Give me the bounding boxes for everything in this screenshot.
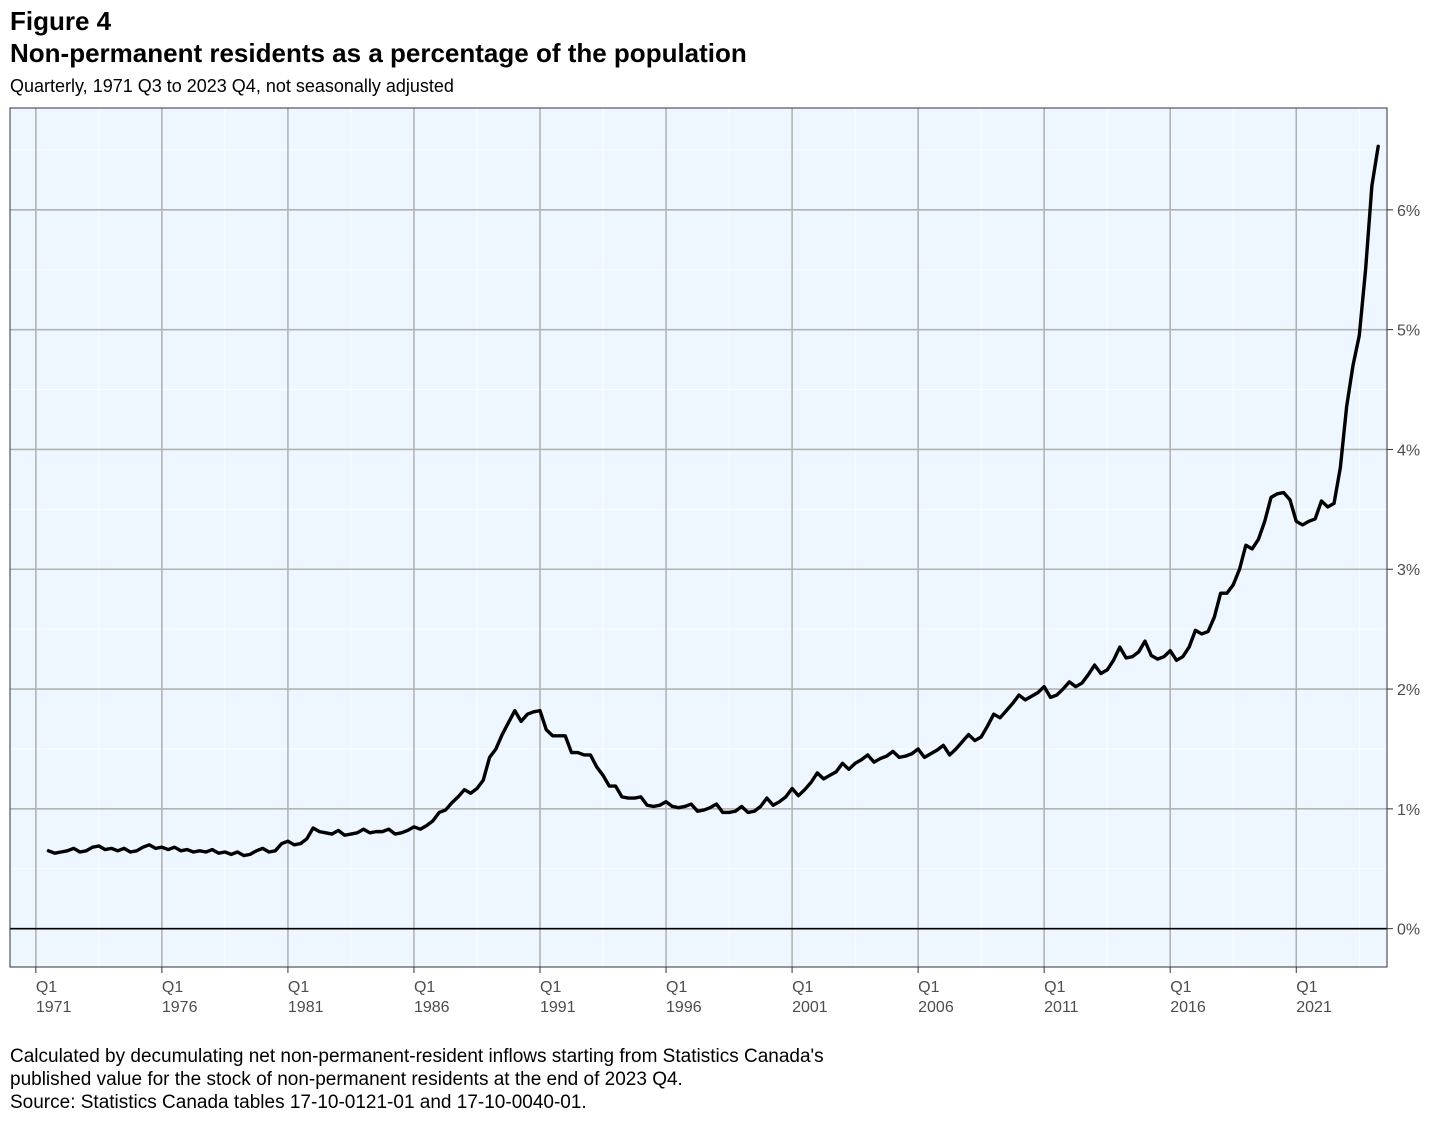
x-tick-label-quarter: Q1	[1296, 979, 1317, 996]
x-tick-label-quarter: Q1	[288, 979, 309, 996]
y-tick-label: 6%	[1397, 203, 1420, 220]
x-tick-label-year: 2021	[1296, 999, 1332, 1016]
x-tick-label-year: 1971	[36, 999, 72, 1016]
x-tick-label-quarter: Q1	[162, 979, 183, 996]
footnote: Calculated by decumulating net non-perma…	[10, 1045, 824, 1114]
x-tick-label-quarter: Q1	[666, 979, 687, 996]
y-tick-label: 2%	[1397, 682, 1420, 699]
plot-border	[9, 107, 1388, 968]
y-tick-label: 4%	[1397, 442, 1420, 459]
chart-subtitle: Quarterly, 1971 Q3 to 2023 Q4, not seaso…	[10, 76, 454, 96]
x-tick-label-quarter: Q1	[36, 979, 57, 996]
x-tick-label-year: 2001	[792, 999, 828, 1016]
x-tick-label-quarter: Q1	[792, 979, 813, 996]
plot-panel	[10, 108, 1387, 967]
major-gridlines	[10, 108, 1387, 967]
x-tick-label-quarter: Q1	[540, 979, 561, 996]
x-tick-label-year: 1996	[666, 999, 702, 1016]
x-tick-label-year: 2006	[918, 999, 954, 1016]
y-tick-label: 1%	[1397, 802, 1420, 819]
figure-label: Figure 4	[10, 6, 112, 36]
y-tick-label: 5%	[1397, 323, 1420, 340]
chart-title: Non-permanent residents as a percentage …	[10, 38, 747, 68]
x-axis: Q1 1971 Q1 1976 Q1 1981 Q1 1986 Q1 1991 Q1 1996 Q1 20…	[35, 967, 1332, 1016]
x-tick-label-quarter: Q1	[414, 979, 435, 996]
x-tick-label-year: 1981	[288, 999, 324, 1016]
y-tick-label: 3%	[1397, 562, 1420, 579]
y-axis: 0% 1% 2% 3% 4% 5% 6%	[1387, 203, 1420, 939]
y-tick-label: 0%	[1397, 922, 1420, 939]
x-tick-label-quarter: Q1	[918, 979, 939, 996]
x-tick-label-quarter: Q1	[1044, 979, 1065, 996]
x-tick-label-year: 2011	[1044, 999, 1079, 1016]
source-line: Source: Statistics Canada tables 17-10-0…	[10, 1092, 587, 1113]
footnote-line: published value for the stock of non-per…	[10, 1069, 683, 1090]
x-tick-label-year: 1986	[414, 999, 450, 1016]
line-chart: Q1 1971 Q1 1976 Q1 1981 Q1 1986 Q1 1991 Q1 1996 Q1 20…	[9, 107, 1420, 1016]
series-line-npr-share	[46, 144, 1380, 858]
x-tick-label-year: 2016	[1170, 999, 1206, 1016]
x-tick-label-quarter: Q1	[1170, 979, 1191, 996]
x-tick-label-year: 1991	[540, 999, 576, 1016]
minor-gridlines	[10, 108, 1387, 967]
footnote-line: Calculated by decumulating net non-perma…	[10, 1046, 824, 1067]
x-tick-label-year: 1976	[162, 999, 198, 1016]
